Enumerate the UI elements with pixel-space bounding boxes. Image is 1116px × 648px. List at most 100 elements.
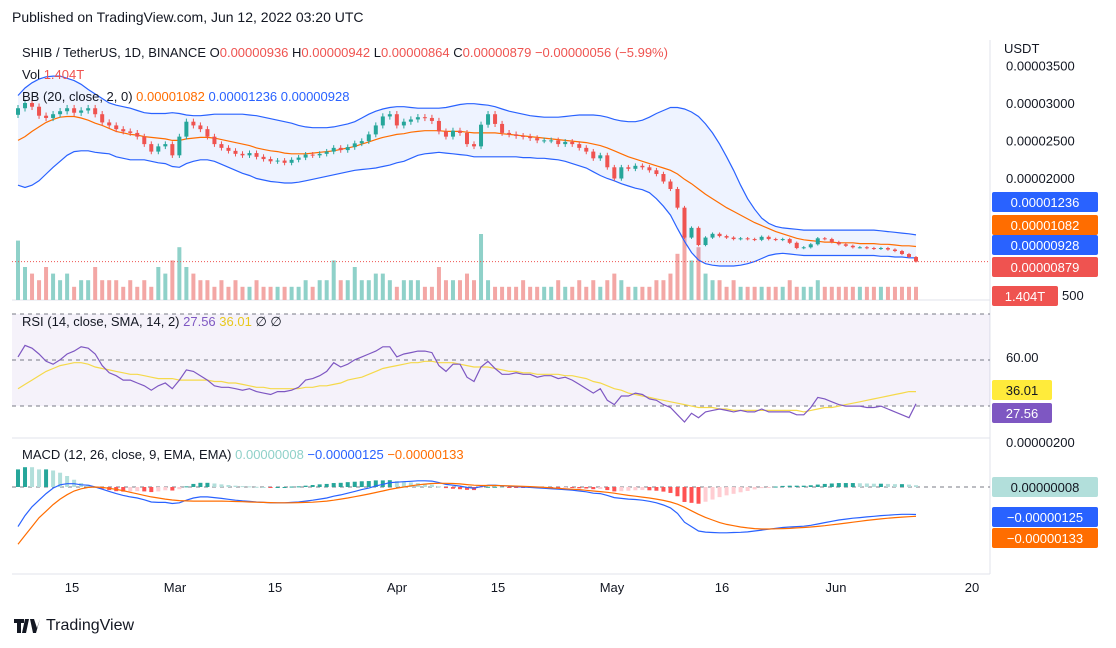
volume-bar: [710, 280, 715, 300]
volume-bar: [829, 286, 834, 300]
volume-bar: [500, 286, 505, 300]
candle-body: [556, 140, 561, 145]
volume-bar: [128, 280, 133, 300]
volume-bar: [542, 286, 547, 300]
volume-bar: [598, 286, 603, 300]
macd-histogram-bar: [58, 472, 63, 487]
macd-histogram-bar: [465, 487, 469, 490]
candle-body: [30, 103, 35, 107]
volume-bar: [205, 280, 210, 300]
legend-high-label: H: [292, 45, 301, 60]
macd-histogram-bar: [563, 487, 568, 488]
candle-body: [584, 147, 589, 152]
candle-body: [563, 141, 568, 145]
volume-bar: [247, 286, 252, 300]
candle-body: [605, 155, 610, 168]
legend-close: 0.00000879: [463, 45, 535, 60]
volume-bar: [254, 280, 259, 300]
time-axis-label: Mar: [164, 580, 187, 595]
rsi-tag-bg: [992, 403, 1052, 423]
candle-body: [717, 233, 722, 237]
candle-body: [366, 134, 371, 142]
candle-body: [198, 125, 203, 130]
candle-body: [507, 132, 512, 135]
candle-body: [233, 150, 238, 154]
volume-bar: [79, 280, 84, 300]
volume-bar: [612, 273, 617, 300]
legend-macd: −0.00000125: [307, 447, 387, 462]
macd-histogram-bar: [682, 487, 687, 502]
volume-bar: [289, 286, 294, 300]
rsi-axis-label: 60.00: [1006, 350, 1039, 365]
volume-bar: [528, 286, 533, 300]
candle-body: [521, 135, 526, 137]
volume-bar: [535, 286, 540, 300]
macd-histogram-bar: [436, 486, 441, 488]
volume-bar: [65, 273, 70, 300]
macd-histogram-bar: [345, 482, 350, 487]
legend-low-label: L: [374, 45, 381, 60]
candle-body: [914, 257, 918, 262]
volume-tag: 1.404T: [1005, 289, 1046, 304]
macd-histogram-bar: [640, 487, 645, 491]
macd-histogram-bar: [892, 484, 897, 487]
volume-bar: [37, 280, 42, 300]
bb-upper-tag-bg: [992, 192, 1098, 212]
volume-bar: [317, 280, 322, 300]
macd-histogram-bar: [142, 487, 147, 492]
candle-body: [226, 147, 231, 151]
candle-body: [247, 153, 252, 156]
volume-bar: [345, 280, 350, 300]
candle-body: [591, 151, 596, 159]
volume-bar: [170, 260, 175, 300]
macd-histogram-bar: [906, 484, 911, 487]
candle-body: [212, 136, 217, 145]
candle-body: [724, 236, 729, 238]
volume-bar: [240, 286, 245, 300]
tradingview-logo[interactable]: TradingView: [14, 617, 134, 635]
macd-histogram-bar: [184, 486, 189, 488]
volume-bar: [177, 247, 182, 300]
candle-body: [710, 233, 715, 238]
volume-bar: [219, 280, 224, 300]
legend-high: 0.00000942: [301, 45, 373, 60]
tradingview-logo-icon: [14, 619, 40, 633]
macd-histogram-bar: [514, 487, 519, 488]
volume-bar: [135, 286, 140, 300]
candle-body: [163, 144, 168, 147]
candle-body: [570, 141, 575, 145]
macd-histogram-bar: [450, 487, 455, 489]
macd-histogram-bar: [899, 484, 904, 487]
close-price-tag-bg: [992, 257, 1098, 277]
candle-body: [703, 237, 708, 246]
bb-basis-tag: 0.00001082: [1011, 218, 1080, 233]
time-axis-label: 16: [715, 580, 729, 595]
legend-low: 0.00000864: [381, 45, 453, 60]
volume-bar: [801, 286, 806, 300]
macd-histogram-bar: [654, 487, 659, 491]
macd-histogram-bar: [815, 484, 820, 487]
macd-histogram-bar: [843, 483, 848, 487]
volume-bar: [324, 280, 329, 300]
candle-body: [780, 239, 785, 241]
macd-histogram-bar: [479, 487, 484, 489]
candle-body: [808, 244, 813, 248]
candle-body: [850, 245, 855, 248]
volume-bar: [100, 280, 105, 300]
volume-bar: [738, 286, 743, 300]
candle-body: [394, 114, 399, 126]
volume-bar: [864, 286, 869, 300]
volume-bar: [563, 286, 568, 300]
volume-bar: [303, 280, 308, 300]
legend-vol-label: Vol: [22, 67, 44, 82]
candle-body: [310, 154, 315, 156]
legend-rsi-extra2: ∅: [270, 314, 281, 329]
candle-body: [86, 108, 91, 111]
volume-bar: [885, 286, 890, 300]
macd-signal-tag-bg: [992, 528, 1098, 548]
volume-bar: [436, 267, 441, 300]
volume-bar: [850, 286, 855, 300]
macd-histogram-bar: [633, 487, 638, 491]
volume-bar: [507, 286, 512, 300]
